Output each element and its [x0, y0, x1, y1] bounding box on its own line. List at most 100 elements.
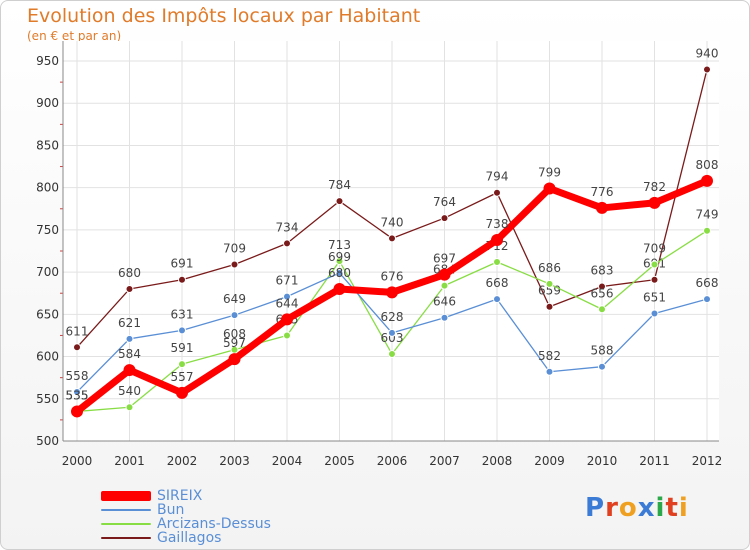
- data-point-arcizans-dessus: [335, 257, 344, 266]
- legend-item-arcizans-dessus: Arcizans-Dessus: [101, 516, 271, 532]
- data-point-gaillagos: [335, 197, 344, 206]
- proxiti-logo: Proxiti: [585, 493, 689, 523]
- data-point-sireix: [648, 196, 661, 209]
- data-label-bun: 628: [381, 310, 404, 324]
- data-label-bun: 671: [276, 274, 299, 288]
- data-point-sireix: [123, 364, 136, 377]
- data-point-arcizans-dessus: [178, 360, 186, 369]
- data-label-gaillagos: 683: [591, 263, 614, 277]
- data-point-gaillagos: [650, 275, 659, 284]
- data-label-sireix: 676: [381, 269, 404, 283]
- data-point-bun: [178, 326, 186, 335]
- data-point-sireix: [491, 234, 503, 247]
- data-point-sireix: [333, 283, 346, 295]
- data-label-sireix: 808: [696, 158, 719, 172]
- x-tick-label: 2011: [639, 454, 670, 468]
- data-label-bun: 651: [643, 290, 666, 304]
- x-tick-label: 2012: [692, 454, 723, 468]
- data-label-bun: 649: [223, 292, 246, 306]
- legend-item-bun: Bun: [101, 502, 185, 518]
- data-point-gaillagos: [125, 285, 134, 293]
- data-point-bun: [650, 309, 659, 318]
- legend-item-sireix: SIREIX: [101, 488, 203, 504]
- data-label-sireix: 799: [538, 166, 561, 180]
- x-tick-label: 2000: [62, 454, 93, 468]
- data-point-arcizans-dessus: [545, 279, 554, 288]
- y-tick-label: 650: [36, 307, 59, 321]
- y-tick-label: 800: [36, 181, 59, 195]
- data-label-sireix: 680: [328, 266, 351, 280]
- data-label-gaillagos: 764: [433, 195, 456, 209]
- data-label-sireix: 776: [591, 185, 614, 199]
- data-point-bun: [703, 295, 711, 304]
- data-point-bun: [283, 292, 291, 301]
- data-point-bun: [230, 311, 239, 320]
- logo-letter: P: [585, 493, 606, 523]
- x-tick-label: 2006: [377, 454, 408, 468]
- legend-swatch-bun: [101, 509, 151, 511]
- data-label-bun: 558: [66, 369, 89, 383]
- data-point-gaillagos: [283, 239, 291, 248]
- data-label-arcizans-dessus: 540: [118, 384, 141, 398]
- data-label-bun: 582: [538, 349, 561, 363]
- y-tick-label: 700: [36, 265, 59, 279]
- data-point-sireix: [228, 353, 241, 366]
- data-label-sireix: 782: [643, 180, 666, 194]
- data-point-bun: [388, 328, 396, 337]
- data-point-bun: [493, 295, 501, 304]
- x-tick-label: 2002: [167, 454, 198, 468]
- data-label-arcizans-dessus: 591: [171, 341, 194, 355]
- y-tick-label: 550: [36, 392, 59, 406]
- data-label-gaillagos: 611: [66, 324, 89, 338]
- data-point-gaillagos: [703, 65, 711, 74]
- y-tick-label: 850: [36, 138, 59, 152]
- data-label-arcizans-dessus: 686: [538, 261, 561, 275]
- data-point-arcizans-dessus: [440, 281, 449, 290]
- legend-swatch-gaillagos: [101, 537, 151, 539]
- legend-label-arcizans-dessus: Arcizans-Dessus: [157, 516, 271, 532]
- legend-label-sireix: SIREIX: [157, 488, 203, 504]
- data-label-bun: 621: [118, 316, 141, 330]
- data-point-sireix: [438, 268, 451, 281]
- data-label-sireix: 738: [486, 217, 509, 231]
- data-point-arcizans-dessus: [388, 350, 396, 359]
- data-point-gaillagos: [440, 214, 449, 223]
- data-point-sireix: [386, 286, 398, 299]
- data-point-gaillagos: [493, 188, 501, 197]
- legend-swatch-arcizans-dessus: [101, 523, 151, 525]
- data-point-arcizans-dessus: [598, 305, 606, 314]
- y-tick-label: 500: [36, 434, 59, 448]
- data-label-arcizans-dessus: 713: [328, 238, 351, 252]
- data-label-gaillagos: 740: [381, 215, 404, 229]
- data-point-bun: [335, 268, 344, 277]
- x-tick-label: 2010: [587, 454, 618, 468]
- data-label-gaillagos: 794: [486, 170, 509, 184]
- data-label-arcizans-dessus: 656: [591, 286, 614, 300]
- data-label-sireix: 557: [171, 370, 194, 384]
- legend-swatch-sireix: [101, 491, 151, 501]
- data-label-bun: 588: [591, 344, 614, 358]
- data-point-bun: [598, 362, 606, 371]
- data-point-bun: [545, 367, 554, 376]
- data-point-arcizans-dessus: [125, 403, 134, 412]
- legend-label-bun: Bun: [157, 502, 185, 518]
- data-point-gaillagos: [545, 302, 554, 311]
- data-point-gaillagos: [230, 260, 239, 269]
- data-point-sireix: [543, 182, 556, 195]
- data-point-sireix: [701, 174, 713, 187]
- data-label-bun: 631: [171, 307, 194, 321]
- data-label-sireix: 697: [433, 252, 456, 266]
- data-point-bun: [73, 388, 81, 397]
- data-label-gaillagos: 691: [171, 257, 194, 271]
- data-point-arcizans-dessus: [493, 257, 501, 266]
- y-tick-label: 900: [36, 96, 59, 110]
- data-label-gaillagos: 734: [276, 220, 299, 234]
- data-point-arcizans-dessus: [650, 260, 659, 269]
- data-point-bun: [125, 334, 134, 343]
- chart-title: Evolution des Impôts locaux par Habitant: [27, 5, 421, 27]
- x-tick-label: 2001: [114, 454, 145, 468]
- data-point-gaillagos: [178, 275, 186, 284]
- data-label-sireix: 644: [276, 296, 299, 310]
- data-point-arcizans-dessus: [703, 226, 711, 235]
